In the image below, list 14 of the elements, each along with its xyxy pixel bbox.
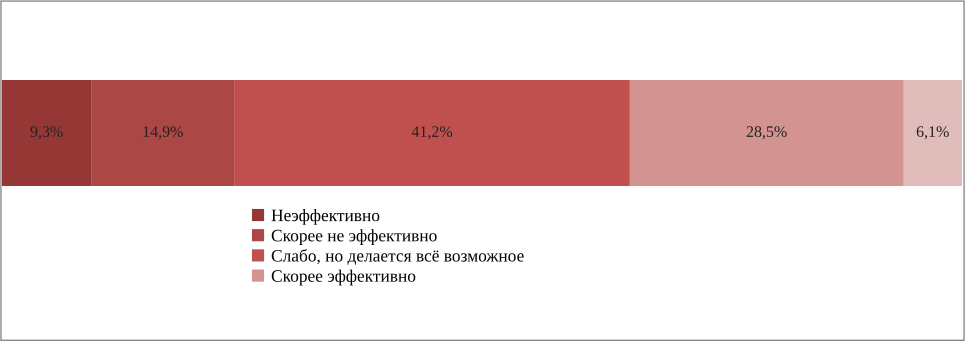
bar bbox=[903, 80, 962, 186]
data-label: 6,1% bbox=[916, 126, 949, 140]
legend-label: Неэффективно bbox=[272, 209, 380, 225]
data-label: 14,9% bbox=[144, 126, 183, 140]
bar bbox=[234, 80, 630, 186]
bar bbox=[2, 80, 92, 186]
data-label: 28,5% bbox=[746, 126, 787, 140]
bar bbox=[630, 80, 904, 186]
legend-label: Слабо, но делается всё возможное bbox=[272, 249, 524, 265]
data-label: 41,2% bbox=[412, 126, 452, 140]
legend-label: Скорее эффективно bbox=[272, 270, 416, 286]
bar bbox=[91, 80, 234, 186]
data-label: 9,3% bbox=[30, 126, 63, 140]
legend-label: Скорее не эффективно bbox=[272, 229, 437, 245]
